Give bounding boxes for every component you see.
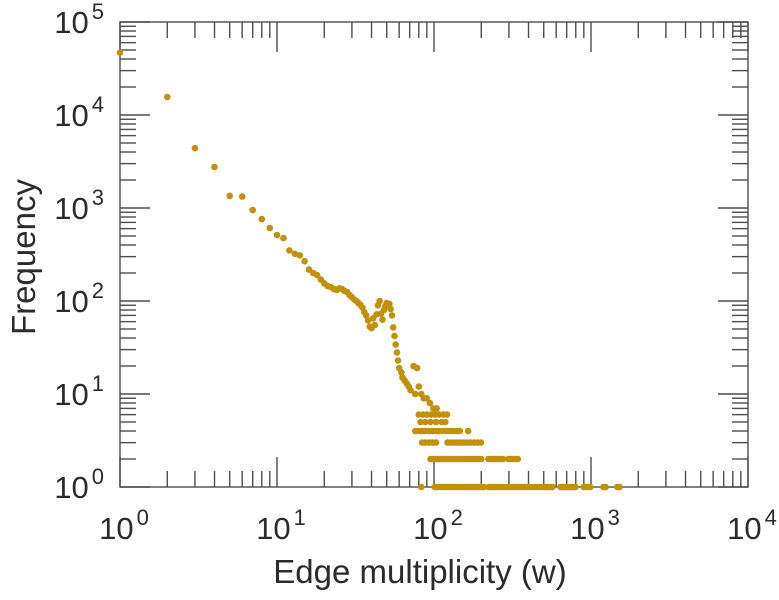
data-point xyxy=(191,144,199,152)
data-point xyxy=(280,234,287,242)
data-point xyxy=(464,427,472,435)
data-point xyxy=(426,399,434,407)
data-point xyxy=(371,321,379,329)
x-tick-label-exponent: 1 xyxy=(294,505,306,530)
data-point xyxy=(442,418,449,426)
y-tick-label-exponent: 1 xyxy=(92,371,104,396)
data-point xyxy=(423,395,431,402)
x-tick-label: 10 3 xyxy=(570,505,620,546)
y-tick-label-exponent: 0 xyxy=(92,464,104,489)
x-tick-label-exponent: 0 xyxy=(137,505,149,530)
data-point xyxy=(418,483,425,491)
y-tick-label-exponent: 4 xyxy=(92,92,104,117)
data-point xyxy=(422,418,429,426)
data-point xyxy=(301,257,308,265)
data-point xyxy=(379,316,386,324)
x-tick-label-exponent: 2 xyxy=(451,505,463,530)
y-tick-label-exponent: 5 xyxy=(92,0,104,24)
y-axis-title: Frequency xyxy=(5,179,42,335)
x-axis-title: Edge multiplicity (w) xyxy=(273,553,567,590)
data-point xyxy=(273,231,281,239)
data-point xyxy=(478,455,485,463)
data-point xyxy=(249,206,256,214)
x-tick-label: 10 0 xyxy=(99,505,149,546)
y-tick-label-exponent: 3 xyxy=(92,185,104,210)
data-point xyxy=(456,427,464,435)
data-point xyxy=(266,224,274,232)
y-tick-label-exponent: 2 xyxy=(92,278,104,303)
data-point xyxy=(427,418,434,426)
data-point xyxy=(443,411,451,418)
data-point xyxy=(586,483,594,491)
data-point xyxy=(477,439,485,446)
data-point xyxy=(226,192,233,200)
data-point xyxy=(387,305,395,313)
x-tick-label: 10 4 xyxy=(727,505,777,546)
data-point xyxy=(386,300,393,308)
data-point xyxy=(238,193,246,200)
y-tick-label: 10 5 xyxy=(54,0,104,40)
y-tick-label: 10 2 xyxy=(54,278,104,319)
data-point xyxy=(313,271,321,279)
data-point xyxy=(258,215,266,223)
data-point xyxy=(388,312,396,319)
data-point xyxy=(164,93,171,101)
data-point xyxy=(572,483,579,491)
data-point xyxy=(433,405,441,412)
data-point xyxy=(415,383,423,390)
data-point xyxy=(398,369,405,376)
x-tick-label: 10 2 xyxy=(413,505,463,546)
data-point xyxy=(376,297,383,305)
y-tick-label: 10 1 xyxy=(54,371,104,412)
data-point xyxy=(286,247,293,254)
data-point xyxy=(407,386,414,394)
data-point xyxy=(413,364,421,372)
data-point xyxy=(364,317,372,324)
x-tick-label-exponent: 3 xyxy=(608,505,620,530)
data-point xyxy=(394,357,402,364)
data-point xyxy=(393,349,401,356)
data-point xyxy=(391,332,398,340)
y-tick-label: 10 4 xyxy=(54,92,104,133)
x-tick-label-exponent: 4 xyxy=(765,505,777,530)
data-point xyxy=(602,483,609,491)
data-point xyxy=(549,483,556,491)
data-point xyxy=(514,455,522,463)
data-point xyxy=(291,250,299,258)
data-point xyxy=(116,49,124,56)
data-point xyxy=(417,418,424,426)
data-point xyxy=(432,418,440,426)
data-point xyxy=(412,390,419,398)
data-point xyxy=(480,483,488,491)
data-point xyxy=(499,455,507,463)
x-tick-label: 10 1 xyxy=(256,505,306,546)
data-point xyxy=(432,439,440,446)
data-point xyxy=(211,163,218,171)
data-point xyxy=(392,341,400,348)
data-point xyxy=(389,324,397,331)
data-point xyxy=(616,483,623,491)
data-point xyxy=(296,252,304,259)
y-tick-label: 10 0 xyxy=(54,464,104,505)
y-tick-label: 10 3 xyxy=(54,185,104,226)
data-points xyxy=(116,49,623,491)
